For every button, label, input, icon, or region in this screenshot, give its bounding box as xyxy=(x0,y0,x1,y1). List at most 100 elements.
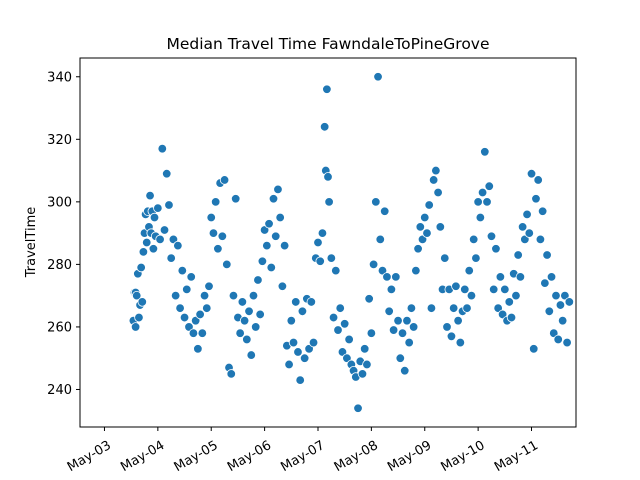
data-point xyxy=(489,284,499,295)
data-point xyxy=(466,290,477,301)
data-point xyxy=(433,187,443,198)
data-point xyxy=(371,197,381,207)
data-point xyxy=(526,168,537,179)
data-point xyxy=(275,212,285,223)
data-point xyxy=(386,284,397,295)
data-point xyxy=(137,297,147,307)
data-point xyxy=(166,253,176,263)
data-point xyxy=(222,259,232,270)
data-point xyxy=(542,250,552,260)
data-point xyxy=(529,344,539,354)
data-point xyxy=(408,322,419,332)
data-point xyxy=(235,328,245,338)
data-point xyxy=(319,122,330,132)
data-point xyxy=(353,403,363,413)
data-point xyxy=(255,309,265,320)
data-point xyxy=(477,187,488,198)
data-point xyxy=(428,175,439,185)
data-point xyxy=(455,337,466,348)
data-point xyxy=(306,297,317,307)
data-point xyxy=(520,234,530,245)
data-point xyxy=(344,334,354,345)
data-point xyxy=(382,272,392,282)
data-point xyxy=(286,315,297,326)
data-point xyxy=(242,334,252,345)
y-tick-label: 260 xyxy=(47,320,72,335)
data-point xyxy=(204,281,214,291)
data-point xyxy=(237,297,248,307)
plot-frame xyxy=(79,57,577,428)
data-point xyxy=(377,265,388,276)
data-point xyxy=(331,265,341,276)
data-point xyxy=(551,290,561,301)
data-point xyxy=(482,197,492,207)
data-point xyxy=(208,228,219,238)
data-point xyxy=(202,303,212,313)
data-point xyxy=(297,306,308,317)
data-point xyxy=(177,265,188,276)
data-point xyxy=(362,359,372,370)
data-point xyxy=(535,234,546,245)
data-point xyxy=(262,240,272,251)
data-point xyxy=(460,284,470,295)
data-point xyxy=(339,319,350,329)
data-point xyxy=(210,197,221,207)
data-point xyxy=(404,337,414,348)
data-point xyxy=(497,309,508,320)
data-point xyxy=(295,375,305,385)
data-point xyxy=(145,190,155,201)
data-point xyxy=(422,228,432,238)
y-tick-label: 320 xyxy=(47,133,72,148)
data-point xyxy=(555,300,566,310)
data-point xyxy=(500,284,510,295)
chart-title: Median Travel Time FawndaleToPineGrove xyxy=(166,35,489,53)
data-point xyxy=(175,303,185,313)
data-point xyxy=(170,290,181,301)
data-point xyxy=(342,353,352,363)
data-point xyxy=(413,244,423,254)
data-point xyxy=(153,203,163,213)
data-point xyxy=(164,200,174,210)
data-point xyxy=(451,281,461,291)
data-point xyxy=(391,272,401,282)
data-point xyxy=(515,272,526,282)
data-point xyxy=(473,197,483,207)
data-point xyxy=(522,209,532,220)
data-point xyxy=(271,231,281,241)
y-axis-label: TravelTime xyxy=(24,207,39,278)
data-point xyxy=(442,322,452,332)
data-point xyxy=(206,212,216,223)
data-point xyxy=(368,259,379,270)
data-point xyxy=(411,265,421,276)
data-point xyxy=(197,328,208,338)
data-point xyxy=(426,303,437,313)
data-point xyxy=(504,297,514,307)
data-point xyxy=(491,244,501,254)
y-tick-label: 300 xyxy=(47,195,72,210)
data-point xyxy=(230,194,241,204)
data-point xyxy=(373,72,383,82)
data-point xyxy=(244,306,254,317)
data-point xyxy=(402,315,412,326)
data-point xyxy=(553,334,563,345)
data-point xyxy=(182,284,192,295)
data-point xyxy=(323,172,333,182)
data-point xyxy=(333,325,343,335)
data-point xyxy=(226,369,236,379)
data-point xyxy=(273,184,283,195)
data-point xyxy=(213,244,223,254)
data-point xyxy=(393,315,403,326)
data-point xyxy=(179,312,190,323)
data-point xyxy=(328,312,339,323)
data-point xyxy=(168,234,179,245)
data-point xyxy=(533,175,543,185)
data-point xyxy=(557,315,568,326)
data-point xyxy=(475,212,486,223)
y-tick-label: 280 xyxy=(47,258,72,273)
data-point xyxy=(531,194,541,204)
data-point xyxy=(188,328,199,338)
data-point xyxy=(264,219,274,229)
data-point xyxy=(380,206,390,216)
data-point xyxy=(357,369,368,379)
